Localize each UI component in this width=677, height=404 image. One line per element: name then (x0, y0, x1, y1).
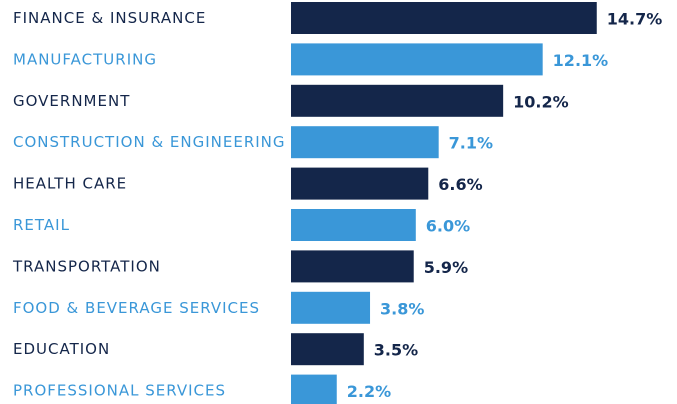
bar (291, 126, 439, 159)
bar (291, 333, 364, 366)
bar (291, 43, 543, 76)
value-label: 14.7% (607, 10, 663, 29)
value-label: 10.2% (513, 92, 569, 111)
category-label: FOOD & BEVERAGE SERVICES (13, 299, 260, 317)
bar (291, 374, 337, 404)
bar (291, 209, 416, 241)
category-label: MANUFACTURING (13, 50, 157, 68)
value-label: 6.6% (438, 175, 482, 194)
value-label: 3.8% (380, 299, 424, 318)
category-label: GOVERNMENT (13, 92, 130, 110)
category-label: HEALTH CARE (13, 175, 127, 193)
value-label: 6.0% (426, 217, 470, 236)
category-label: CONSTRUCTION & ENGINEERING (13, 133, 286, 151)
bar (291, 84, 504, 117)
bar (291, 291, 371, 324)
bar (291, 2, 597, 34)
bar (291, 250, 414, 283)
category-label: EDUCATION (13, 340, 110, 358)
value-label: 7.1% (449, 134, 493, 153)
bar (291, 167, 429, 200)
category-label: RETAIL (13, 216, 70, 234)
value-label: 5.9% (424, 258, 468, 277)
category-label: TRANSPORTATION (12, 257, 161, 275)
value-label: 2.2% (347, 382, 391, 401)
value-label: 3.5% (374, 341, 418, 360)
category-label: FINANCE & INSURANCE (13, 9, 206, 27)
value-label: 12.1% (553, 51, 609, 70)
category-label: PROFESSIONAL SERVICES (13, 382, 226, 400)
